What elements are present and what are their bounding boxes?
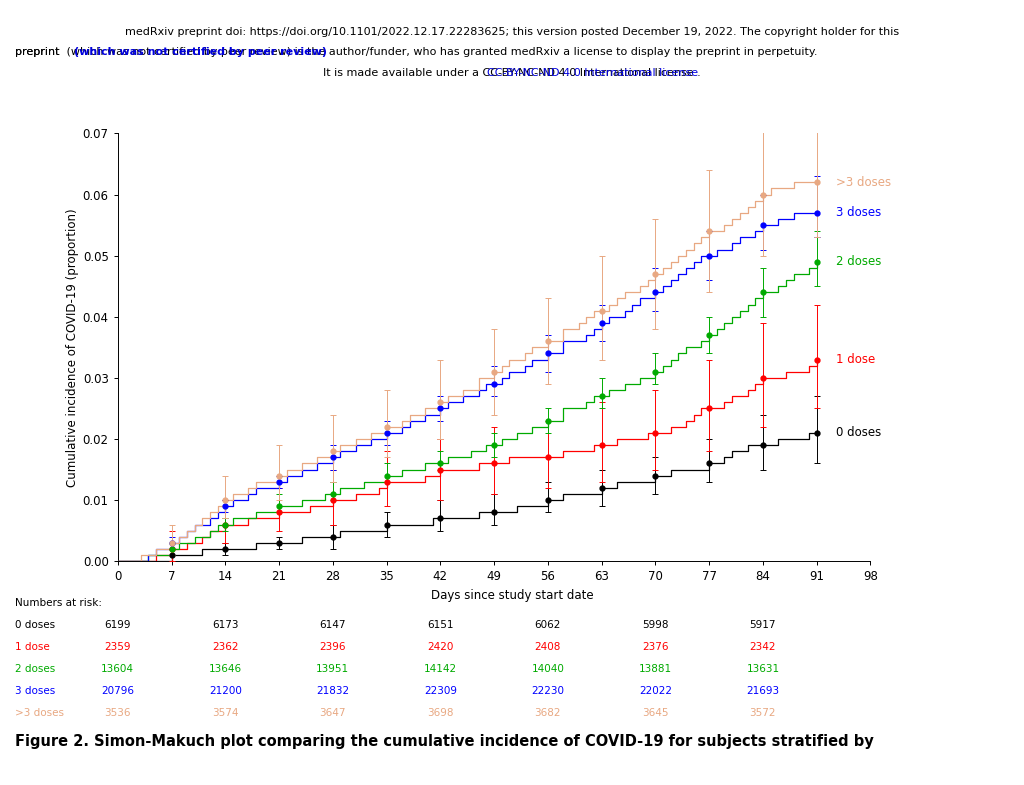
- Text: CC-BY-NC-ND 4.0 International license: CC-BY-NC-ND 4.0 International license: [487, 68, 698, 79]
- Text: 13951: 13951: [316, 664, 349, 674]
- Text: 3682: 3682: [535, 708, 561, 718]
- Text: 0 doses: 0 doses: [15, 620, 55, 630]
- Text: 3645: 3645: [642, 708, 669, 718]
- Text: 3574: 3574: [212, 708, 239, 718]
- Text: 21200: 21200: [209, 686, 242, 696]
- Text: 0 doses: 0 doses: [836, 426, 881, 440]
- Text: 3536: 3536: [104, 708, 131, 718]
- Text: 13646: 13646: [209, 664, 242, 674]
- Text: 6199: 6199: [104, 620, 131, 630]
- Text: 2359: 2359: [104, 642, 131, 652]
- Text: 20796: 20796: [101, 686, 134, 696]
- Text: 3647: 3647: [319, 708, 346, 718]
- Text: medRxiv preprint doi: https://doi.org/10.1101/2022.12.17.22283625; this version : medRxiv preprint doi: https://doi.org/10…: [125, 27, 899, 38]
- Text: 6062: 6062: [535, 620, 561, 630]
- Text: 3 doses: 3 doses: [15, 686, 55, 696]
- Text: 5917: 5917: [750, 620, 776, 630]
- Text: 13604: 13604: [101, 664, 134, 674]
- Text: Figure 2. Simon-Makuch plot comparing the cumulative incidence of COVID-19 for s: Figure 2. Simon-Makuch plot comparing th…: [15, 734, 874, 749]
- Text: 13881: 13881: [639, 664, 672, 674]
- Text: 2376: 2376: [642, 642, 669, 652]
- Text: 3698: 3698: [427, 708, 454, 718]
- Text: (which was not certified by peer review): (which was not certified by peer review): [74, 47, 327, 57]
- Text: 2396: 2396: [319, 642, 346, 652]
- Text: 2342: 2342: [750, 642, 776, 652]
- Text: 2420: 2420: [427, 642, 454, 652]
- Text: preprint  (which was not certified by peer review) is the author/funder, who has: preprint (which was not certified by pee…: [15, 47, 818, 57]
- Text: 13631: 13631: [746, 664, 779, 674]
- Text: 6147: 6147: [319, 620, 346, 630]
- Text: 6151: 6151: [427, 620, 454, 630]
- Text: 5998: 5998: [642, 620, 669, 630]
- Text: 22309: 22309: [424, 686, 457, 696]
- Text: Numbers at risk:: Numbers at risk:: [15, 598, 102, 608]
- Text: 2362: 2362: [212, 642, 239, 652]
- Text: 21832: 21832: [316, 686, 349, 696]
- Text: >3 doses: >3 doses: [836, 176, 891, 189]
- Text: 14142: 14142: [424, 664, 457, 674]
- Y-axis label: Cumulative incidence of COVID-19 (proportion): Cumulative incidence of COVID-19 (propor…: [66, 208, 79, 487]
- Text: >3 doses: >3 doses: [15, 708, 65, 718]
- Text: 1 dose: 1 dose: [836, 353, 876, 366]
- Text: 1 dose: 1 dose: [15, 642, 50, 652]
- Text: 22230: 22230: [531, 686, 564, 696]
- Text: preprint: preprint: [15, 47, 67, 57]
- Text: 2 doses: 2 doses: [15, 664, 55, 674]
- Text: Days since study start date: Days since study start date: [431, 589, 593, 602]
- Text: It is made available under a CC-BY-NC-ND 4.0 International license .: It is made available under a CC-BY-NC-ND…: [324, 68, 700, 79]
- Text: 22022: 22022: [639, 686, 672, 696]
- Text: 21693: 21693: [746, 686, 779, 696]
- Text: 14040: 14040: [531, 664, 564, 674]
- Text: 2408: 2408: [535, 642, 561, 652]
- Text: 3 doses: 3 doses: [836, 206, 881, 219]
- Text: 3572: 3572: [750, 708, 776, 718]
- Text: 6173: 6173: [212, 620, 239, 630]
- Text: 2 doses: 2 doses: [836, 255, 882, 268]
